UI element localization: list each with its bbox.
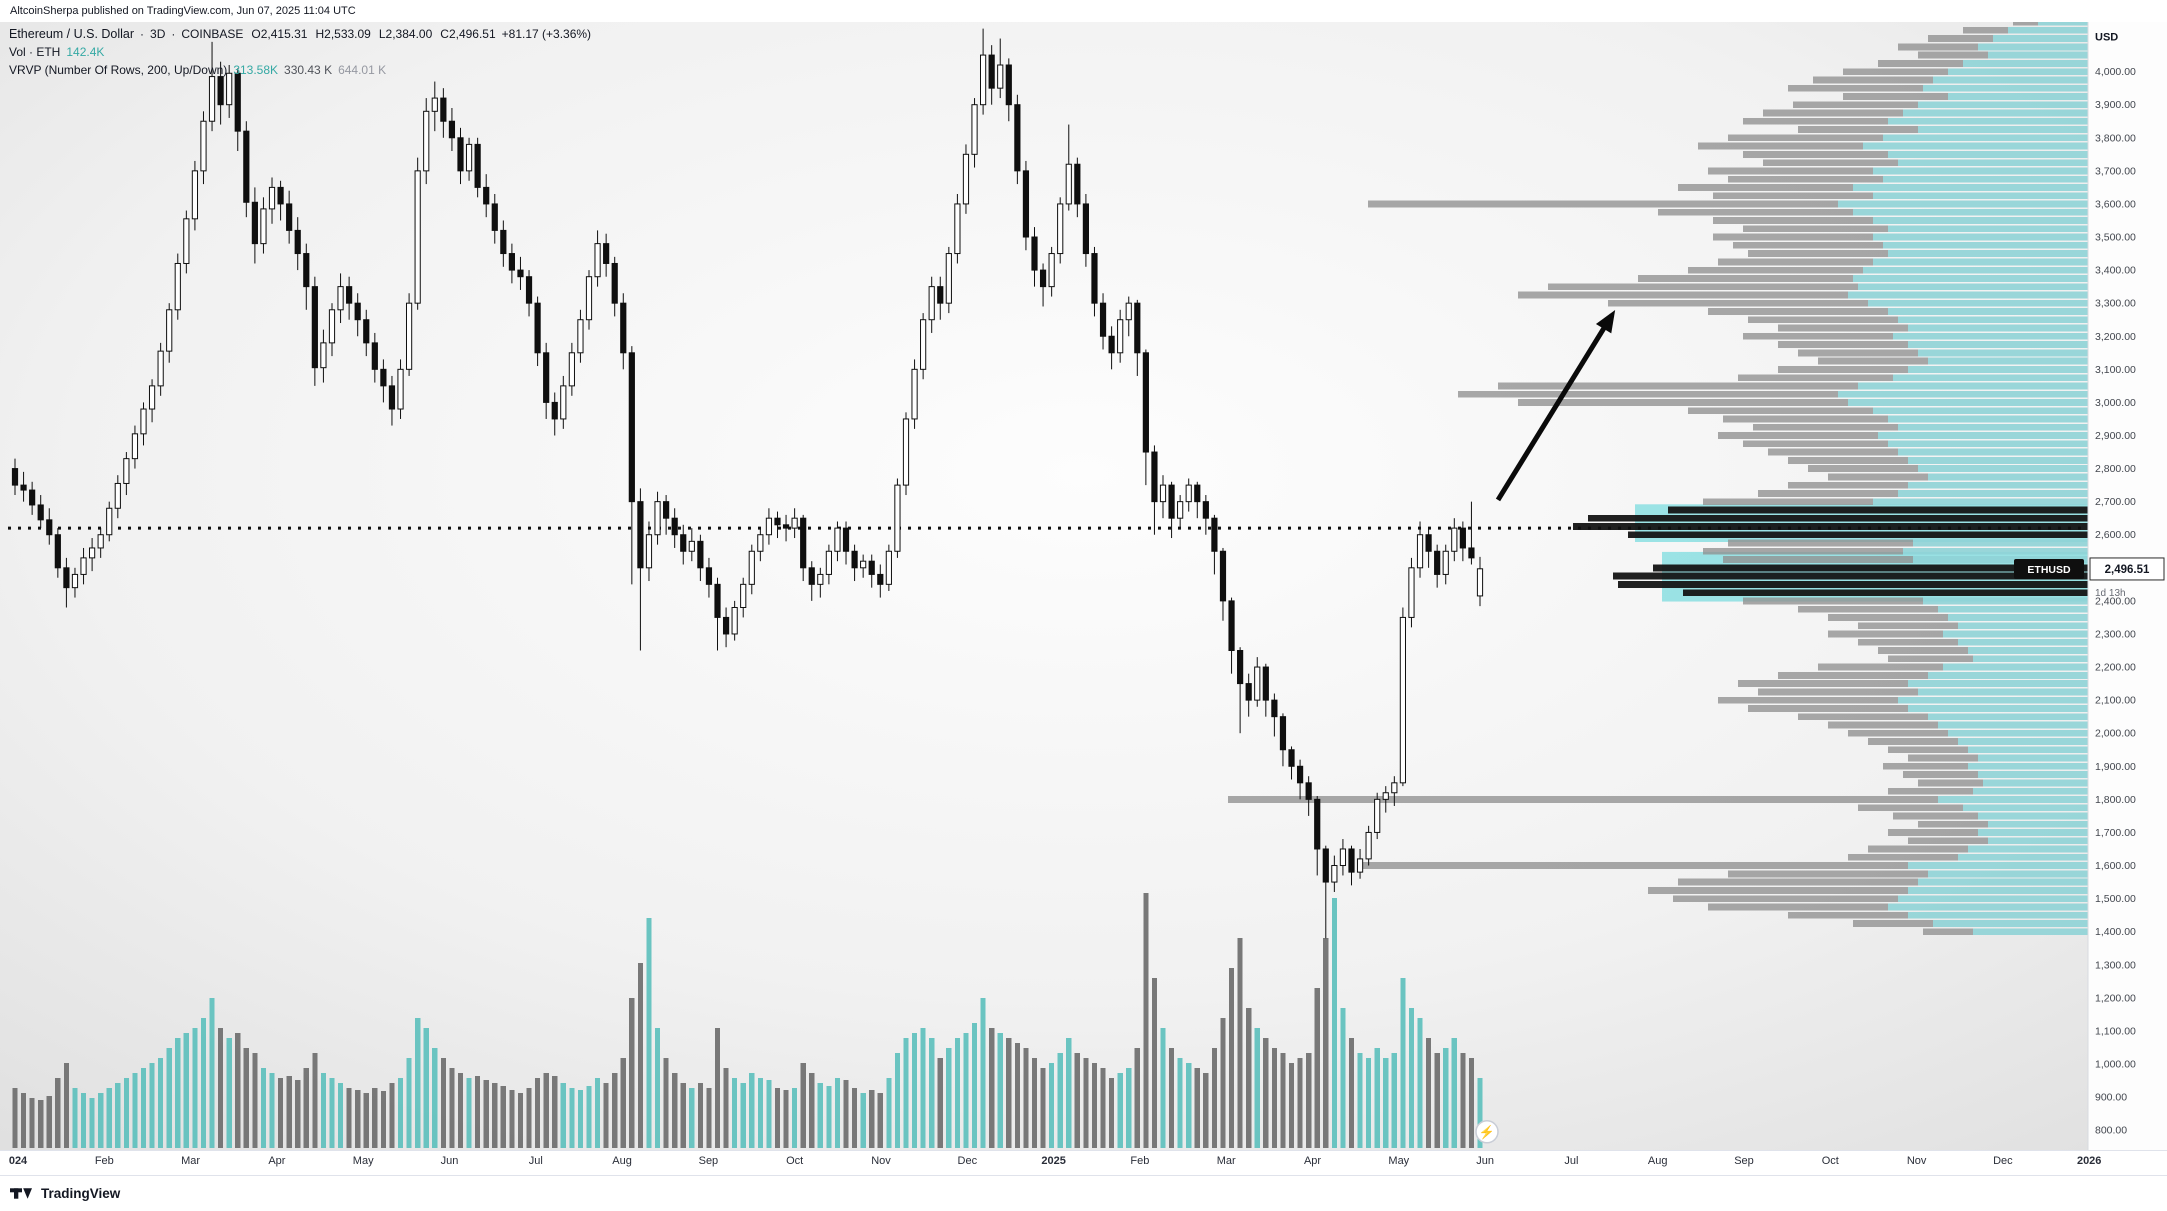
time-axis-label: 2026	[2076, 1155, 2102, 1167]
time-axis-label: Dec	[1993, 1155, 2013, 1167]
svg-text:2,000.00: 2,000.00	[2095, 728, 2136, 740]
idea-marker-icon[interactable]: ⚡	[1475, 1120, 1499, 1144]
svg-text:3,300.00: 3,300.00	[2095, 298, 2136, 310]
close-value: C2,496.51	[440, 27, 496, 41]
svg-text:900.00: 900.00	[2095, 1092, 2127, 1104]
svg-text:3,800.00: 3,800.00	[2095, 132, 2136, 144]
svg-text:2,600.00: 2,600.00	[2095, 529, 2136, 541]
volume-layer	[12, 893, 1483, 1148]
svg-text:3,200.00: 3,200.00	[2095, 331, 2136, 343]
svg-text:⚡: ⚡	[1479, 1124, 1495, 1140]
svg-text:1,300.00: 1,300.00	[2095, 959, 2136, 971]
price-axis-labels: USD 4,000.00 3,900.00 3,800.00 3,700.00 3,600…	[2095, 32, 2136, 1137]
svg-text:800.00: 800.00	[2095, 1125, 2127, 1137]
time-axis-label: Nov	[871, 1155, 891, 1167]
time-axis-label: Mar	[1216, 1155, 1236, 1167]
svg-text:4,000.00: 4,000.00	[2095, 66, 2136, 78]
symbol-legend-row[interactable]: Ethereum / U.S. Dollar · 3D · COINBASE O…	[9, 25, 591, 43]
svg-text:3,700.00: 3,700.00	[2095, 165, 2136, 177]
volume-value: 142.4K	[66, 45, 105, 59]
open-value: O2,415.31	[251, 27, 308, 41]
svg-text:1,700.00: 1,700.00	[2095, 827, 2136, 839]
time-axis-label: Aug	[1647, 1155, 1668, 1167]
svg-text:1,100.00: 1,100.00	[2095, 1025, 2136, 1037]
vrvp-up-volume: 313.58K	[233, 63, 279, 77]
svg-text:ETHUSD: ETHUSD	[2027, 564, 2071, 576]
time-axis-label: Mar	[181, 1155, 201, 1167]
volume-legend-row[interactable]: Vol · ETH 142.4K	[9, 43, 591, 61]
svg-text:2,700.00: 2,700.00	[2095, 496, 2136, 508]
svg-text:2,900.00: 2,900.00	[2095, 430, 2136, 442]
tradingview-logo-icon[interactable]	[10, 1185, 34, 1202]
time-axis-label: Jul	[528, 1155, 543, 1167]
time-axis-label: 2025	[1041, 1155, 1066, 1167]
svg-text:1,400.00: 1,400.00	[2095, 926, 2136, 938]
symbol-price-tag: ETHUSD	[2014, 558, 2084, 579]
separator-dot: ·	[140, 27, 145, 41]
time-axis-label: Aug	[612, 1155, 632, 1167]
published-bar: AltcoinSherpa published on TradingView.c…	[0, 0, 2167, 22]
time-axis-label: Jun	[1476, 1155, 1494, 1167]
svg-text:3,500.00: 3,500.00	[2095, 232, 2136, 244]
time-axis-label: Jul	[1564, 1155, 1579, 1167]
time-axis-label: Oct	[786, 1155, 804, 1167]
svg-text:2,200.00: 2,200.00	[2095, 662, 2136, 674]
volume-profile-layer	[1228, 22, 2088, 936]
exchange-label: COINBASE	[181, 27, 244, 41]
time-axis[interactable]: 024 Feb Mar Apr May Jun Jul Aug Sep Oct Nov Dec 2025…	[0, 1150, 2167, 1175]
svg-text:3,600.00: 3,600.00	[2095, 198, 2136, 210]
time-axis-label: 024	[8, 1155, 28, 1167]
time-axis-label: Oct	[1821, 1155, 1839, 1167]
price-axis-background[interactable]	[2088, 22, 2167, 1150]
published-text: AltcoinSherpa published on TradingView.c…	[10, 5, 356, 17]
time-axis-label: Apr	[268, 1155, 286, 1167]
svg-text:2,100.00: 2,100.00	[2095, 695, 2136, 707]
candles-layer	[11, 28, 1484, 939]
change-value: +81.17 (+3.36%)	[501, 27, 592, 41]
footer: TradingView	[0, 1175, 2167, 1211]
time-axis-label: Feb	[94, 1155, 114, 1167]
svg-text:1,200.00: 1,200.00	[2095, 992, 2136, 1004]
tradingview-brand[interactable]: TradingView	[41, 1186, 121, 1201]
low-value: L2,384.00	[378, 27, 433, 41]
price-axis-unit: USD	[2095, 32, 2118, 44]
svg-text:3,400.00: 3,400.00	[2095, 265, 2136, 277]
current-price-label: 2,496.51	[2089, 557, 2165, 581]
countdown-label: 1d 13h	[2095, 588, 2126, 599]
symbol-title: Ethereum / U.S. Dollar	[9, 27, 135, 41]
time-axis-label: May	[1388, 1155, 1410, 1167]
svg-text:1,600.00: 1,600.00	[2095, 860, 2136, 872]
time-axis-label: Nov	[1906, 1155, 1927, 1167]
vrvp-down-volume: 330.43 K	[284, 63, 333, 77]
time-axis-label: Sep	[1734, 1155, 1754, 1167]
trend-arrow[interactable]	[1495, 309, 1616, 502]
vrvp-total-volume: 644.01 K	[338, 63, 387, 77]
svg-text:1,800.00: 1,800.00	[2095, 794, 2136, 806]
time-axis-label: Feb	[1130, 1155, 1150, 1167]
vrvp-legend-row[interactable]: VRVP (Number Of Rows, 200, Up/Down) 313.…	[9, 61, 591, 79]
high-value: H2,533.09	[315, 27, 371, 41]
volume-label: Vol · ETH	[9, 45, 61, 59]
chart-legend: Ethereum / U.S. Dollar · 3D · COINBASE O…	[9, 25, 591, 79]
svg-text:3,100.00: 3,100.00	[2095, 364, 2136, 376]
time-axis-label: Dec	[957, 1155, 978, 1167]
time-axis-label: Jun	[440, 1155, 459, 1167]
svg-text:1,500.00: 1,500.00	[2095, 893, 2136, 905]
svg-text:2,300.00: 2,300.00	[2095, 628, 2136, 640]
time-axis-label: May	[352, 1155, 374, 1167]
interval-label: 3D	[150, 27, 166, 41]
price-chart-svg[interactable]: ⚡ USD 4,000.00 3,900.00 3,800.00 3,700.00 3,60…	[0, 22, 2167, 1150]
time-axis-label: Sep	[698, 1155, 719, 1167]
svg-text:2,800.00: 2,800.00	[2095, 463, 2136, 475]
svg-text:3,000.00: 3,000.00	[2095, 397, 2136, 409]
svg-text:1,000.00: 1,000.00	[2095, 1058, 2136, 1070]
separator-dot: ·	[171, 27, 176, 41]
svg-text:2,496.51: 2,496.51	[2105, 564, 2150, 576]
vrvp-label: VRVP (Number Of Rows, 200, Up/Down)	[9, 63, 228, 77]
svg-text:1,900.00: 1,900.00	[2095, 761, 2136, 773]
chart-area[interactable]: ⚡ USD 4,000.00 3,900.00 3,800.00 3,700.00 3,60…	[0, 22, 2167, 1150]
svg-text:3,900.00: 3,900.00	[2095, 99, 2136, 111]
svg-text:2,400.00: 2,400.00	[2095, 595, 2136, 607]
time-axis-label: Apr	[1303, 1155, 1322, 1167]
